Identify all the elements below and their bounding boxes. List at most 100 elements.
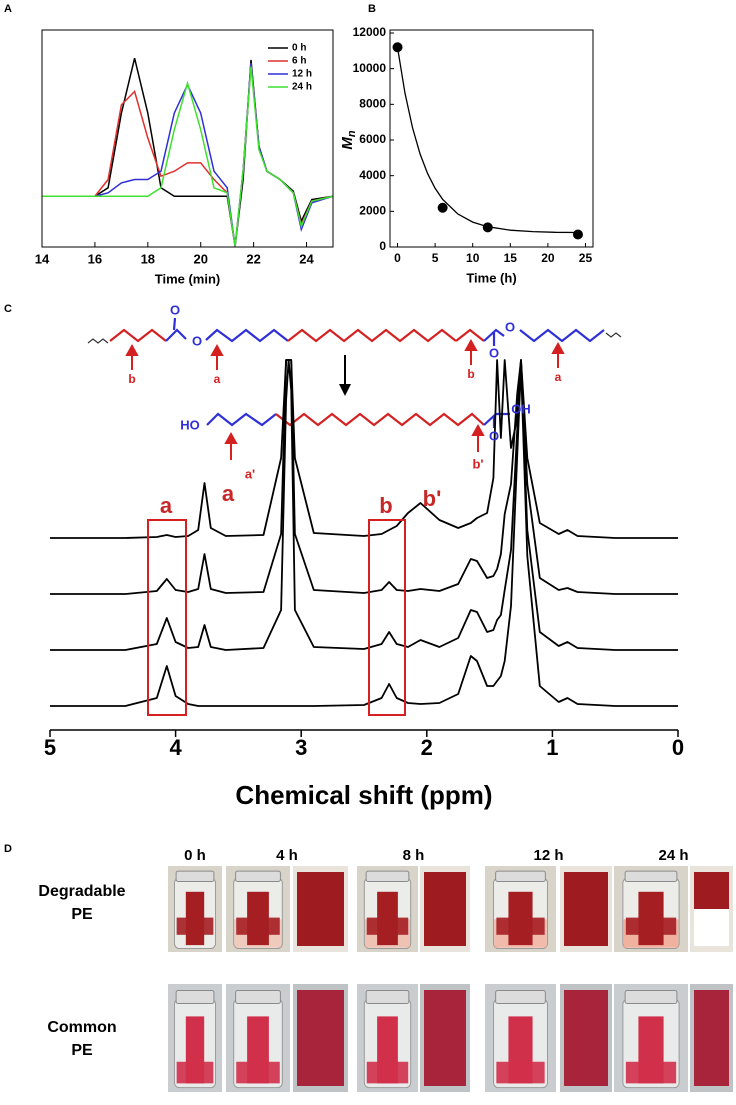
plot-area	[42, 58, 333, 247]
series-line	[42, 63, 333, 247]
time-label: 12 h	[533, 847, 563, 864]
strip-photo	[424, 990, 466, 1086]
peak-label: a	[222, 481, 235, 506]
legend-label: 24 h	[292, 82, 312, 93]
x-axis-title: Time (h)	[466, 270, 516, 285]
x-tick-label: 4	[169, 735, 182, 760]
x-tick-label: 2	[421, 735, 433, 760]
row-label: PE	[71, 906, 93, 923]
row-label: Degradable	[38, 883, 125, 900]
plot-frame	[389, 29, 594, 248]
y-tick-label: 0	[379, 239, 386, 253]
strip-photo	[694, 990, 729, 1086]
sample-strip-fold	[366, 917, 409, 935]
sample-strip-fold	[366, 1061, 409, 1084]
x-tick-label: 14	[35, 251, 50, 266]
row-label: PE	[71, 1042, 93, 1059]
y-axis-title-sub: n	[346, 130, 358, 137]
x-tick-label: 25	[579, 251, 593, 265]
fit-curve	[396, 47, 579, 234]
strip-photo	[424, 872, 466, 946]
legend-label: 6 h	[292, 56, 306, 67]
y-axis-title-main: M	[339, 137, 356, 150]
x-tick-label: 24	[299, 251, 314, 266]
structure-label: O	[505, 319, 515, 334]
x-axis-title: Chemical shift (ppm)	[235, 780, 492, 810]
x-tick-label: 22	[246, 251, 260, 266]
y-tick-label: 8000	[359, 97, 386, 111]
strip-photo	[297, 990, 344, 1086]
highlight-box	[147, 519, 187, 716]
spectrum-line	[50, 359, 678, 595]
x-tick-label: 10	[466, 251, 480, 265]
data-point	[572, 229, 583, 240]
legend-label: 12 h	[292, 69, 312, 80]
sample-strip-fold	[496, 1061, 545, 1084]
panel-label: A	[4, 3, 12, 15]
legend-label: 0 h	[292, 43, 306, 54]
jar-cap	[235, 989, 281, 1004]
strip-degraded	[694, 909, 729, 946]
sample-strip-fold	[176, 917, 214, 935]
structure-label: O	[170, 302, 180, 317]
sample-strip-fold	[236, 917, 280, 935]
sample-strip-fold	[496, 917, 545, 935]
y-tick-label: 10000	[353, 61, 387, 75]
x-tick-label: 3	[295, 735, 307, 760]
reaction-arrow	[339, 355, 351, 396]
plot-frame	[41, 29, 334, 248]
panel-label: B	[368, 3, 376, 15]
jar-cap	[175, 989, 215, 1004]
series-line	[42, 66, 333, 247]
x-axis-title: Time (min)	[155, 271, 221, 286]
x-tick-label: 0	[672, 735, 684, 760]
structure-label: b'	[472, 456, 483, 471]
sample-strip-fold	[625, 1061, 677, 1084]
structure-label: b	[128, 372, 135, 386]
x-tick-label: 15	[504, 251, 518, 265]
structure-label: a	[214, 372, 221, 386]
jar-cap	[495, 870, 546, 882]
data-point	[392, 42, 403, 53]
y-tick-label: 2000	[359, 204, 386, 218]
x-tick-label: 5	[432, 251, 439, 265]
structure-top	[87, 317, 622, 346]
time-label: 4 h	[276, 847, 298, 864]
data-point	[482, 222, 493, 233]
structure-label: OH	[511, 401, 531, 416]
peak-label: b	[379, 493, 392, 518]
structure-label: a	[555, 370, 562, 384]
strip-photo	[564, 872, 608, 946]
strip-photo	[297, 872, 344, 946]
panel-label: C	[4, 303, 12, 315]
highlight-box	[368, 519, 406, 716]
x-tick-label: 5	[44, 735, 56, 760]
jar-cap	[624, 870, 678, 882]
jar-cap	[175, 870, 215, 882]
structure-arrows	[125, 338, 565, 460]
structure-label: O	[489, 428, 499, 443]
y-tick-label: 12000	[353, 25, 387, 39]
photo-grid	[168, 866, 733, 1092]
x-tick-label: 20	[541, 251, 555, 265]
y-axis-title: Mn	[339, 130, 358, 150]
structure-label: O	[489, 345, 499, 360]
structure-bottom	[206, 412, 510, 428]
row-label: Common	[47, 1019, 116, 1036]
spectrum-line	[50, 359, 678, 651]
structure-label: b	[467, 367, 474, 381]
series-line	[42, 63, 333, 247]
structure-label: a'	[245, 466, 255, 481]
time-label: 8 h	[403, 847, 425, 864]
y-tick-label: 6000	[359, 132, 386, 146]
jar-cap	[235, 870, 281, 882]
strip-photo	[564, 990, 608, 1086]
time-label: 24 h	[658, 847, 688, 864]
peak-label: a	[160, 493, 173, 518]
jar-cap	[624, 989, 678, 1004]
structure-label: O	[192, 333, 202, 348]
time-label: 0 h	[184, 847, 206, 864]
spectrum-line	[50, 359, 678, 539]
